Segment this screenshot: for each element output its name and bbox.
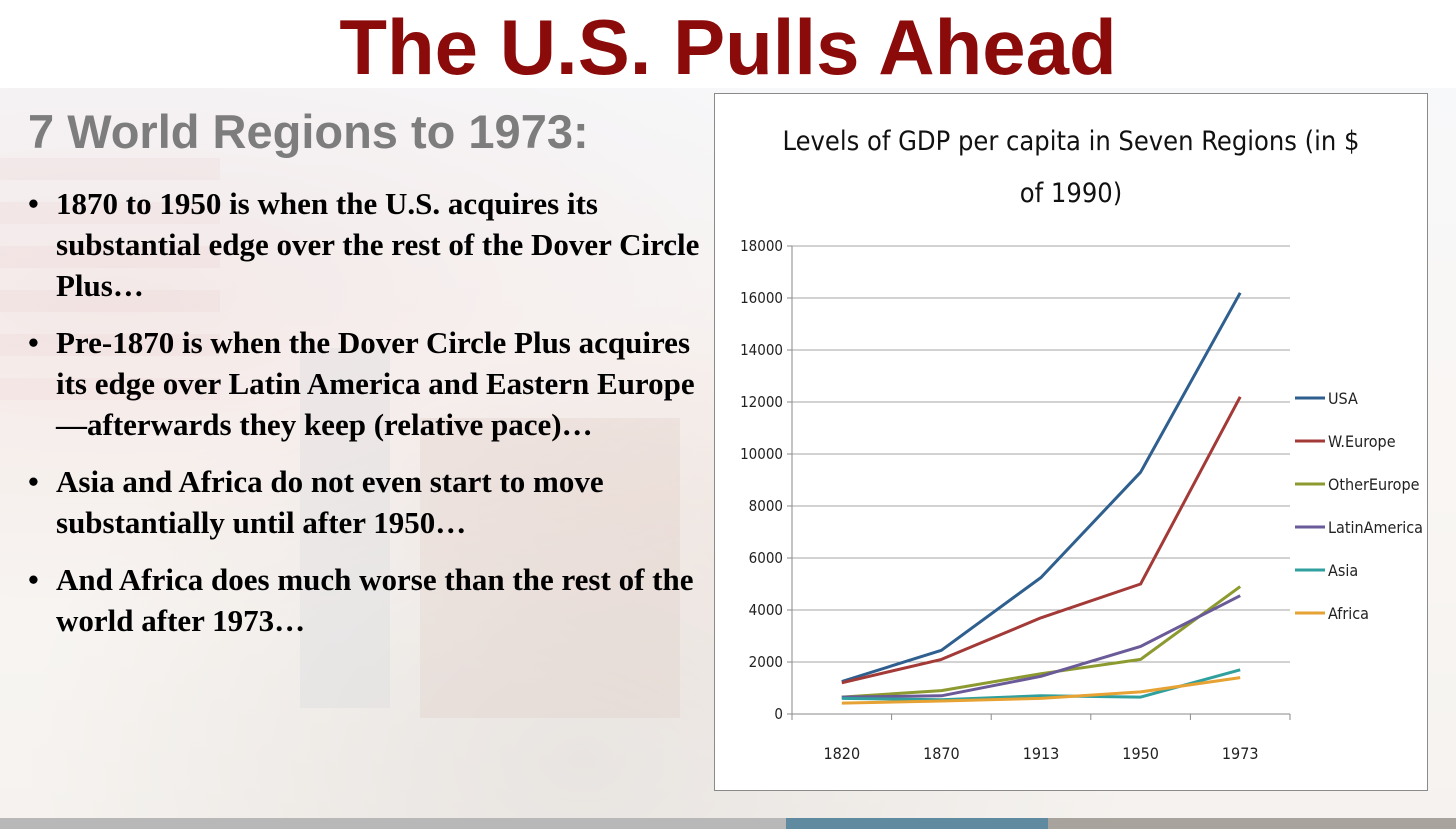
x-tick-label: 1870 [923, 744, 960, 763]
bullet-dot-icon: • [28, 562, 39, 597]
chart-title-line: Levels of GDP per capita in Seven Region… [783, 126, 1360, 157]
y-tick-label: 8000 [749, 497, 783, 515]
bullet-text: And Africa does much worse than the rest… [56, 562, 694, 638]
y-tick-label: 18000 [740, 237, 783, 255]
y-tick-label: 10000 [740, 445, 783, 463]
bullet-dot-icon: • [28, 186, 39, 221]
chart-title-line: of 1990) [1020, 178, 1122, 209]
series-line-othereurope [841, 585, 1242, 699]
gdp-chart-frame: Levels of GDP per capita in Seven Region… [714, 93, 1428, 791]
legend-label: USA [1328, 389, 1358, 408]
bottom-bar-segment [1048, 818, 1456, 829]
y-tick-label: 6000 [749, 549, 783, 567]
y-tick-label: 0 [774, 705, 783, 723]
gdp-line-chart: Levels of GDP per capita in Seven Region… [740, 126, 1423, 763]
bottom-scroll-bar [0, 818, 1456, 829]
x-tick-label: 1973 [1222, 744, 1259, 763]
y-tick-label: 4000 [749, 601, 783, 619]
series-line-latinamerica [841, 594, 1241, 699]
x-tick-label: 1820 [823, 744, 860, 763]
y-tick-label: 12000 [740, 393, 783, 411]
series-line-africa [841, 676, 1241, 705]
legend-label: OtherEurope [1328, 475, 1420, 494]
bullet-text: Asia and Africa do not even start to mov… [56, 464, 604, 540]
bullet-list: • 1870 to 1950 is when the U.S. acquires … [26, 183, 706, 657]
bullet-item: • And Africa does much worse than the res… [26, 559, 706, 641]
y-tick-label: 14000 [740, 341, 783, 359]
legend-label: Asia [1328, 561, 1358, 580]
bullet-item: • 1870 to 1950 is when the U.S. acquires … [26, 183, 706, 306]
bullet-dot-icon: • [28, 464, 39, 499]
bottom-bar-segment [786, 818, 1048, 829]
legend-label: Africa [1328, 604, 1369, 623]
legend-label: W.Europe [1328, 432, 1396, 451]
y-tick-label: 16000 [740, 289, 783, 307]
slide-subtitle: 7 World Regions to 1973: [28, 105, 589, 158]
bullet-text: 1870 to 1950 is when the U.S. acquires i… [56, 186, 700, 303]
bullet-item: • Asia and Africa do not even start to mo… [26, 461, 706, 543]
x-tick-label: 1950 [1122, 744, 1159, 763]
series-line-usa [841, 292, 1242, 683]
series-line-weurope [841, 396, 1242, 685]
legend-label: LatinAmerica [1328, 518, 1423, 537]
x-tick-label: 1913 [1023, 744, 1060, 763]
bullet-dot-icon: • [28, 325, 39, 360]
bullet-text: Pre-1870 is when the Dover Circle Plus a… [56, 325, 695, 442]
y-tick-label: 2000 [749, 653, 783, 671]
bullet-item: • Pre-1870 is when the Dover Circle Plus … [26, 322, 706, 445]
slide-title: The U.S. Pulls Ahead [339, 3, 1117, 91]
